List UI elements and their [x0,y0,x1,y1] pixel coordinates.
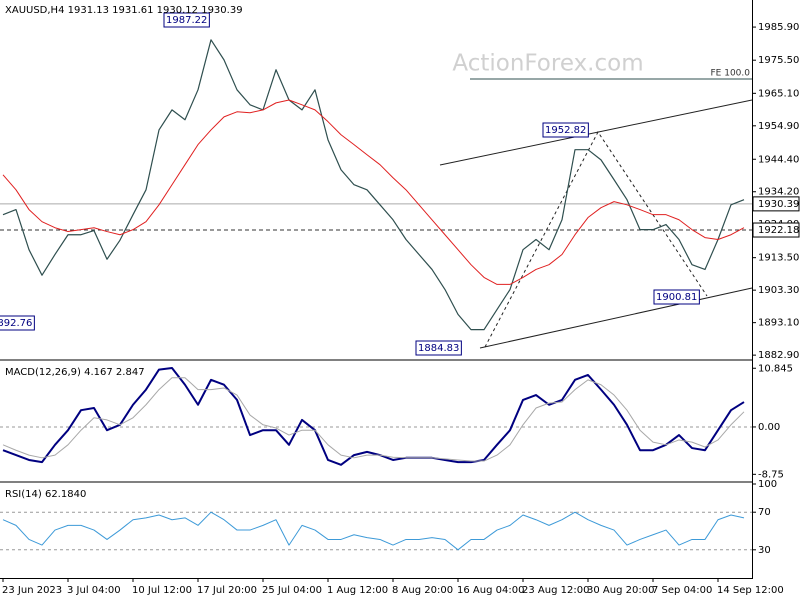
y-tick-label: 1954.90 [758,121,799,132]
price-annotation: 1900.81 [656,292,697,303]
x-tick-label: 14 Sep 12:00 [717,585,784,596]
y-tick-label: 1965.10 [758,88,799,99]
price-annotation: 1987.22 [166,15,207,26]
y-tick-label: 30 [758,545,771,556]
y-tick-label: 1882.90 [758,350,799,361]
trend-line [439,99,753,166]
series-line [2,377,745,462]
y-tick-label: 1934.20 [758,187,799,198]
label-box [163,12,210,28]
series-line [2,99,745,285]
panel-title: MACD(12,26,9) 4.167 2.847 [5,367,145,378]
label-box [542,122,589,138]
price-label: 1930.39 [758,199,799,210]
x-tick-label: 23 Jun 2023 [2,585,62,596]
y-tick-label: 1913.50 [758,253,799,264]
y-tick-label: 1903.30 [758,285,799,296]
label-box [653,289,700,305]
label-box [0,315,35,331]
watermark: ActionForex.com [452,51,643,77]
x-tick-label: 30 Aug 20:00 [587,585,654,596]
series-line [2,39,745,331]
y-tick-label: 100 [758,479,777,490]
x-tick-label: 16 Aug 04:00 [457,585,524,596]
label-box [415,340,462,356]
x-tick-label: 3 Jul 04:00 [67,585,121,596]
x-tick-label: 10 Jul 12:00 [132,585,192,596]
x-tick-label: 23 Aug 12:00 [522,585,589,596]
panel-title: XAUUSD,H4 1931.13 1931.61 1930.12 1930.3… [5,5,243,16]
y-tick-label: -8.75 [758,469,784,480]
zigzag-line [484,131,708,348]
x-tick-label: 1 Aug 12:00 [327,585,388,596]
trend-line [479,287,753,349]
x-tick-label: 8 Aug 20:00 [392,585,453,596]
panel-title: RSI(14) 62.1840 [5,489,86,500]
price-label: 1922.18 [758,225,799,236]
price-annotation: 1884.83 [418,343,459,354]
y-tick-label: 10.845 [758,363,793,374]
series-line [2,511,745,551]
y-tick-label: 0.00 [758,422,780,433]
y-tick-label: 1975.50 [758,55,799,66]
price-annotation: 1892.76 [0,318,32,329]
price-label-box [752,222,800,238]
y-tick-label: 1985.90 [758,22,799,33]
series-line [2,366,745,466]
y-tick-label: 1893.10 [758,318,799,329]
x-tick-label: 25 Jul 04:00 [262,585,322,596]
fe-label: FE 100.0 [711,68,751,78]
x-tick-label: 17 Jul 20:00 [197,585,257,596]
price-annotation: 1952.82 [545,125,586,136]
x-tick-label: 7 Sep 04:00 [652,585,712,596]
y-tick-label: 70 [758,507,771,518]
price-label-box [752,196,800,212]
y-tick-label: 1944.40 [758,154,799,165]
